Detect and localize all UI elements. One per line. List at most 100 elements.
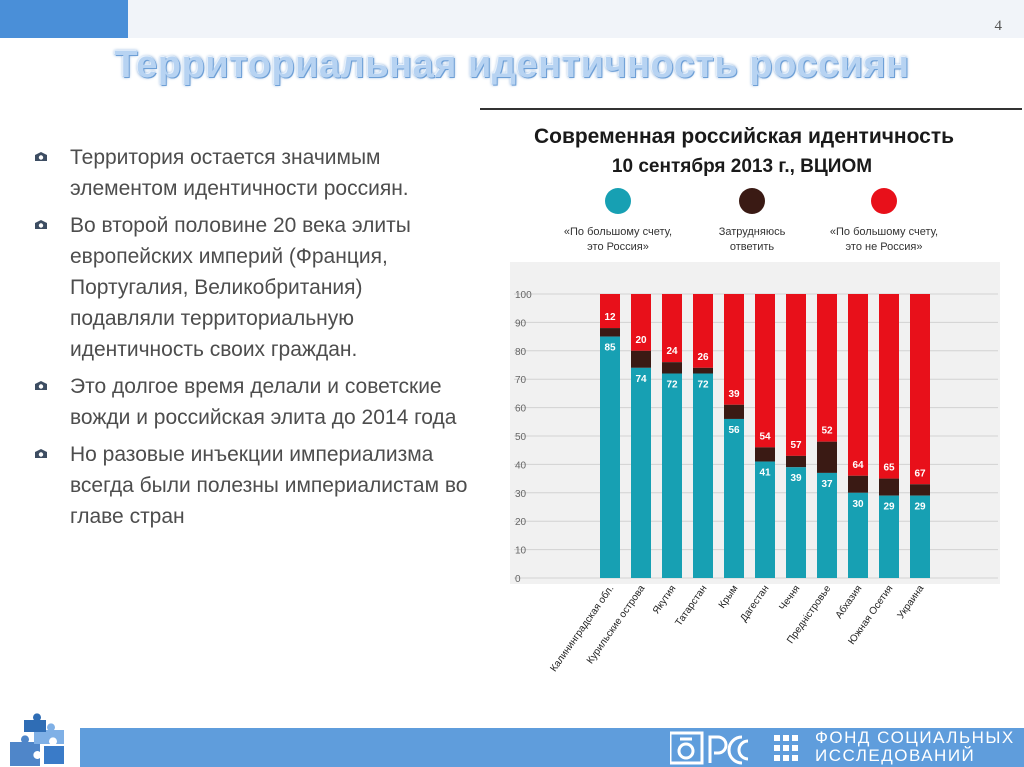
y-tick-label: 100 [515, 290, 532, 301]
fsi-logo-icon [670, 731, 798, 765]
value-label-not-russia: 12 [604, 312, 616, 323]
bar-russia [662, 373, 682, 578]
bullet-item: Это долгое время делали и советские вожд… [28, 371, 468, 433]
legend-label: это не Россия» [846, 241, 923, 253]
bullet-text: Территория остается значимым элементом и… [70, 146, 409, 200]
value-label-russia: 72 [666, 380, 678, 391]
value-label-not-russia: 54 [759, 431, 771, 442]
bar-not-russia [600, 294, 620, 329]
value-label-not-russia: 65 [883, 463, 895, 474]
value-label-not-russia: 67 [914, 468, 926, 479]
bottom-band [80, 728, 1024, 767]
bar-russia [817, 472, 837, 578]
bar-unsure [755, 447, 775, 462]
organization-name-line1: ФОНД СОЦИАЛЬНЫХ [815, 728, 1015, 747]
value-label-russia: 37 [821, 479, 833, 490]
bar-russia [693, 373, 713, 578]
bar-russia [786, 467, 806, 578]
y-tick-label: 90 [515, 318, 527, 329]
bar-unsure [910, 484, 930, 496]
bar-russia [755, 461, 775, 578]
value-label-not-russia: 39 [728, 389, 740, 400]
bar-not-russia [786, 294, 806, 456]
bar-not-russia [662, 294, 682, 363]
chart-title: Современная российская идентичность [534, 125, 954, 148]
bullet-text: Но разовые инъекции империализма всегда … [70, 443, 468, 528]
bar-unsure [817, 441, 837, 473]
value-label-not-russia: 57 [790, 440, 802, 451]
y-tick-label: 30 [515, 489, 527, 500]
y-tick-label: 80 [515, 347, 527, 358]
value-label-russia: 30 [852, 499, 864, 510]
bullet-list: Территория остается значимым элементом и… [28, 142, 468, 538]
y-tick-label: 20 [515, 517, 527, 528]
bullet-item: Но разовые инъекции империализма всегда … [28, 439, 468, 532]
bar-unsure [724, 404, 744, 419]
value-label-russia: 29 [914, 502, 926, 513]
bullet-item: Территория остается значимым элементом и… [28, 142, 468, 204]
legend-label: Затрудняюсь [719, 226, 786, 238]
bullet-text: Во второй половине 20 века элиты европей… [70, 214, 411, 361]
organization-name-line2: ИССЛЕДОВАНИЙ [815, 746, 976, 765]
legend-marker [871, 188, 897, 214]
value-label-not-russia: 20 [635, 335, 647, 346]
legend-label: «По большому счету, [564, 226, 672, 238]
bar-not-russia [755, 294, 775, 448]
y-tick-label: 50 [515, 432, 527, 443]
puzzle-logo [10, 713, 64, 766]
y-tick-label: 60 [515, 404, 527, 415]
bar-russia [910, 495, 930, 578]
bullet-icon [35, 449, 47, 458]
top-accent-bar [0, 0, 128, 38]
bar-not-russia [879, 294, 899, 479]
bar-russia [724, 418, 744, 578]
legend-marker [605, 188, 631, 214]
slide-title: Территориальная идентичность россиян [114, 44, 910, 86]
bar-unsure [786, 455, 806, 468]
value-label-not-russia: 52 [821, 426, 833, 437]
bullet-icon [35, 381, 47, 390]
identity-chart: Современная российская идентичность 10 с… [480, 108, 1022, 688]
bar-russia [631, 367, 651, 578]
legend-label: это Россия» [587, 241, 649, 253]
value-label-russia: 56 [728, 425, 740, 436]
legend-label: ответить [730, 241, 775, 253]
bar-not-russia [910, 294, 930, 485]
bullet-icon [35, 220, 47, 229]
bar-not-russia [631, 294, 651, 351]
value-label-not-russia: 24 [666, 346, 678, 357]
bar-unsure [848, 475, 868, 493]
bar-russia [848, 492, 868, 578]
y-tick-label: 70 [515, 375, 527, 386]
value-label-russia: 74 [635, 374, 647, 385]
page-number: 4 [994, 18, 1003, 34]
bar-not-russia [817, 294, 837, 442]
chart-subtitle: 10 сентября 2013 г., ВЦИОМ [612, 156, 872, 177]
value-label-russia: 85 [604, 343, 616, 354]
bar-unsure [693, 367, 713, 374]
y-axis-ticks: 0 10 20 30 40 50 60 70 80 90 100 [515, 290, 532, 585]
legend-label: «По большому счету, [830, 226, 938, 238]
bar-unsure [662, 362, 682, 374]
value-label-russia: 29 [883, 502, 895, 513]
top-band [0, 0, 1024, 38]
bar-unsure [600, 328, 620, 337]
bar-russia [600, 336, 620, 578]
bar-not-russia [693, 294, 713, 368]
value-label-not-russia: 64 [852, 460, 864, 471]
legend-marker [739, 188, 765, 214]
bar-unsure [631, 350, 651, 368]
chart-legend: «По большому счету, это Россия» Затрудняюс… [564, 188, 938, 253]
value-label-russia: 72 [697, 380, 709, 391]
bars: 85 12 74 20 72 24 72 26 56 39 41 54 39 57 37 52 30 64 29 65… [600, 294, 930, 578]
bullet-icon [35, 152, 47, 161]
y-tick-label: 40 [515, 460, 527, 471]
bar-russia [879, 495, 899, 578]
value-label-russia: 41 [759, 468, 771, 479]
value-label-russia: 39 [790, 473, 802, 484]
bullet-item: Во второй половине 20 века элиты европей… [28, 210, 468, 365]
bar-not-russia [724, 294, 744, 405]
value-label-not-russia: 26 [697, 352, 709, 363]
y-tick-label: 0 [515, 574, 521, 585]
bar-not-russia [848, 294, 868, 476]
